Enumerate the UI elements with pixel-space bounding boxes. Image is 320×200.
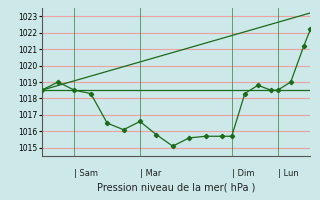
Text: Pression niveau de la mer( hPa ): Pression niveau de la mer( hPa ) <box>97 183 255 193</box>
Text: | Mar: | Mar <box>140 168 161 178</box>
Text: | Sam: | Sam <box>74 168 98 178</box>
Text: | Lun: | Lun <box>278 168 298 178</box>
Text: | Dim: | Dim <box>232 168 254 178</box>
